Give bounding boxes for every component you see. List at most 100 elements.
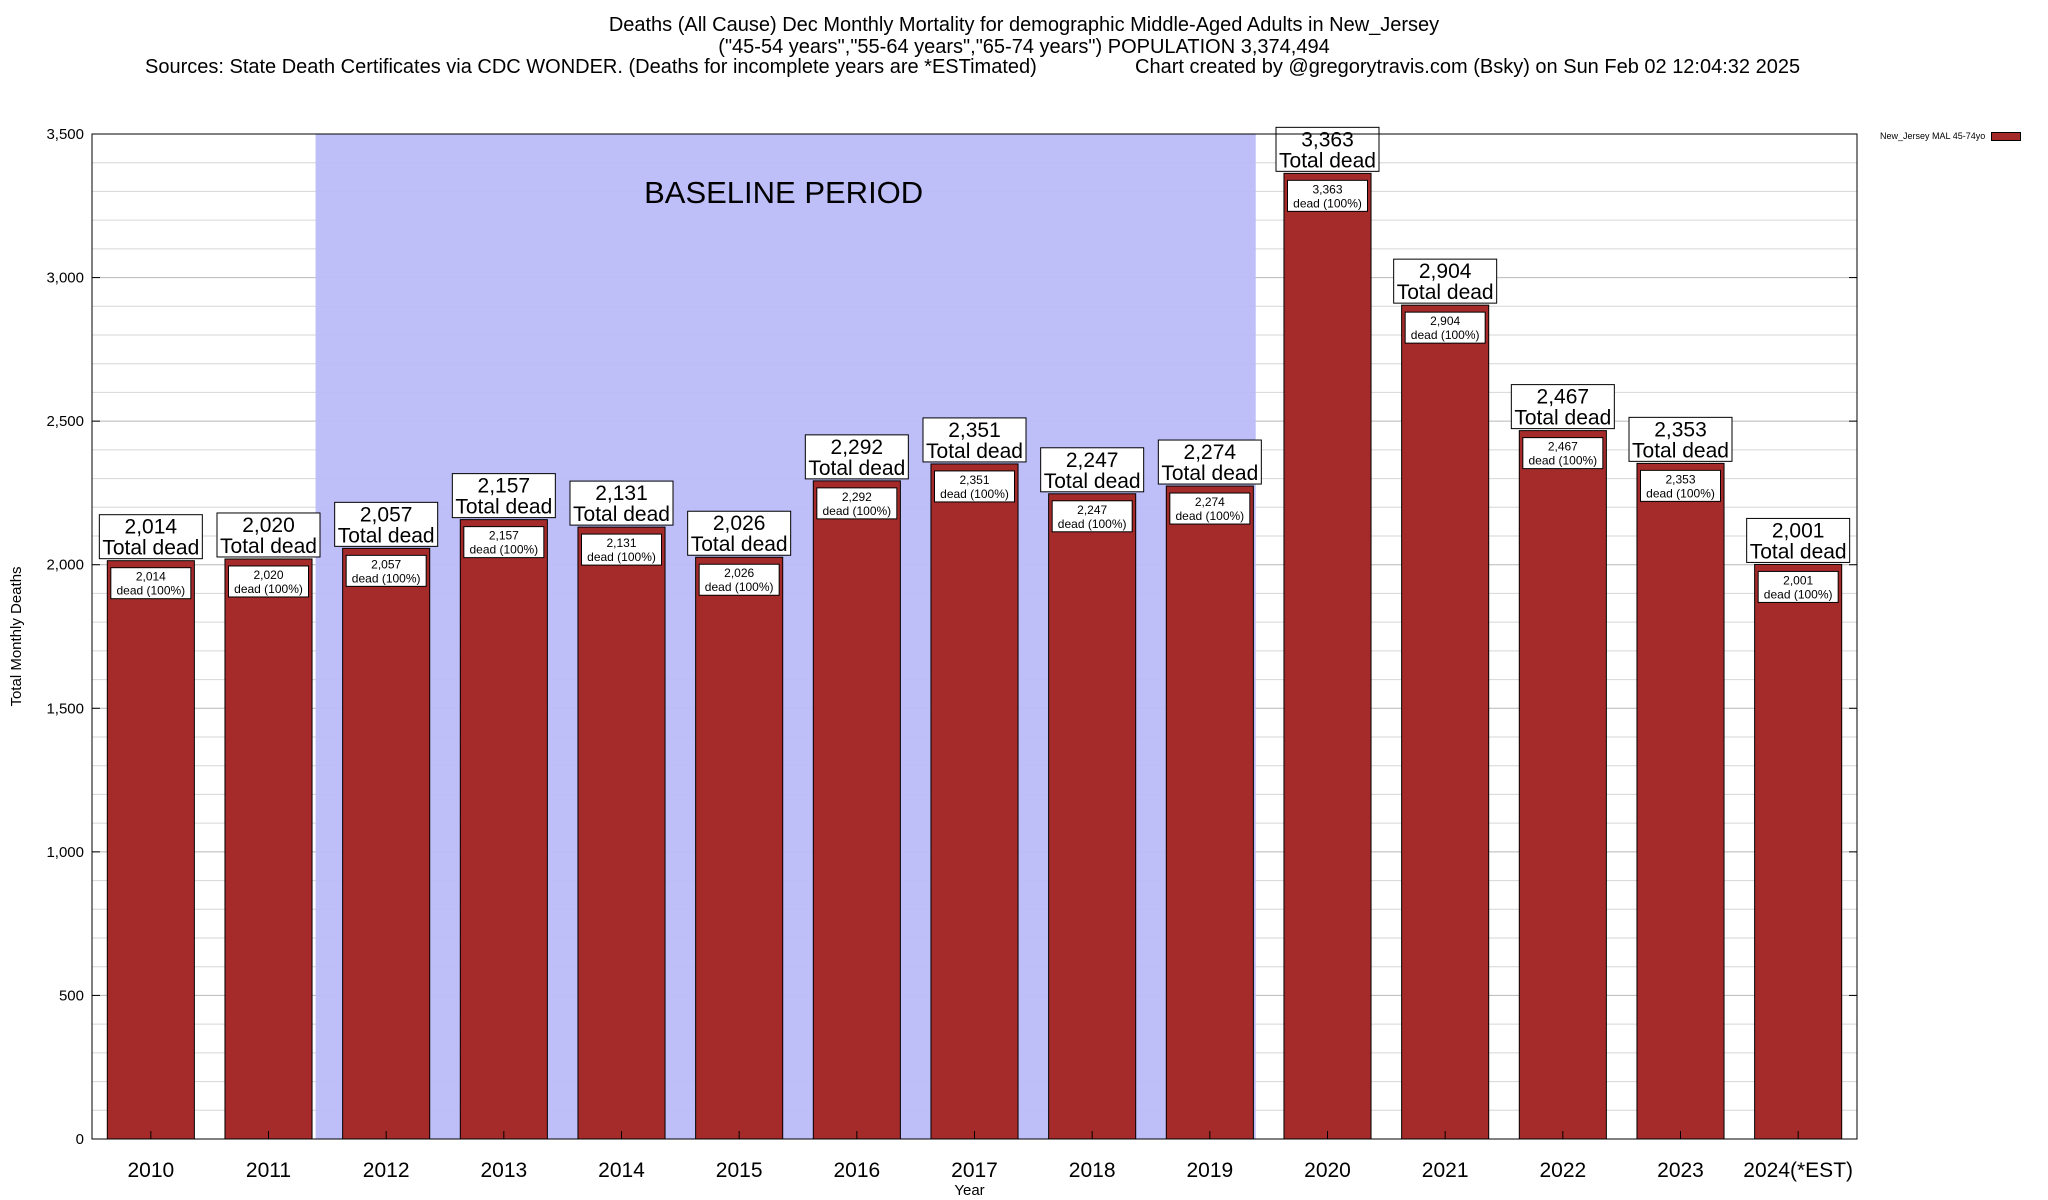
- top-label-box: [687, 510, 792, 556]
- inner-pct-label: dead (100%): [1175, 509, 1244, 523]
- x-tick-label: 2012: [363, 1159, 410, 1182]
- x-tick-label: 2016: [833, 1159, 880, 1182]
- top-value-label: 3,363: [1301, 128, 1354, 151]
- top-value-label: 2,292: [831, 436, 884, 459]
- top-value-label: 2,904: [1419, 260, 1472, 283]
- y-tick-label: 3,500: [46, 126, 84, 143]
- bar: [1401, 304, 1490, 1140]
- top-label-box: [1040, 447, 1145, 493]
- legend-swatch: [1991, 131, 2022, 141]
- bar: [577, 526, 666, 1140]
- y-tick-label: 2,500: [46, 413, 84, 430]
- axis-ticks: 0 500 1,000 1,500 2,000 2,500 3,000 3,500 2010 20…: [46, 126, 1857, 1182]
- x-tick-label: 2010: [127, 1159, 174, 1182]
- bar: [1754, 563, 1843, 1140]
- top-total-label: Total dead: [455, 496, 552, 519]
- inner-value-label: 2,020: [253, 568, 283, 582]
- x-tick-label: 2021: [1422, 1159, 1469, 1182]
- chart-credit: Chart created by @gregorytravis.com (Bsk…: [1135, 56, 1801, 78]
- top-value-label: 2,057: [360, 503, 413, 526]
- inner-pct-label: dead (100%): [1411, 328, 1480, 342]
- inner-pct-label: dead (100%): [1293, 196, 1362, 210]
- bar: [106, 560, 195, 1140]
- top-label-box: [1746, 517, 1851, 563]
- inner-pct-label: dead (100%): [940, 487, 1009, 501]
- inner-pct-label: dead (100%): [1058, 517, 1127, 531]
- y-tick-label: 2,000: [46, 557, 84, 574]
- bar: [224, 558, 313, 1140]
- x-tick-label: 2019: [1186, 1159, 1233, 1182]
- x-tick-label: 2013: [480, 1159, 527, 1182]
- inner-value-label: 2,247: [1077, 503, 1107, 517]
- inner-value-label: 2,353: [1665, 472, 1695, 486]
- top-value-label: 2,353: [1654, 418, 1707, 441]
- inner-value-label: 2,131: [606, 536, 636, 550]
- inner-pct-label: dead (100%): [587, 550, 656, 564]
- inner-label-box: [1757, 570, 1839, 603]
- x-axis-label: Year: [954, 1182, 984, 1199]
- x-tick-label: 2020: [1304, 1159, 1351, 1182]
- inner-label-box: [816, 487, 898, 520]
- top-total-label: Total dead: [573, 503, 670, 526]
- top-label-box: [1628, 416, 1733, 462]
- top-total-label: Total dead: [1044, 470, 1141, 493]
- inner-label-box: [1640, 469, 1721, 502]
- inner-pct-label: dead (100%): [234, 582, 303, 596]
- inner-pct-label: dead (100%): [116, 584, 185, 598]
- y-tick-label: 1,500: [46, 700, 84, 717]
- top-value-label: 2,014: [125, 516, 178, 539]
- top-label-box: [1393, 258, 1498, 304]
- bar: [1048, 493, 1137, 1140]
- x-tick-label: 2022: [1539, 1159, 1586, 1182]
- inner-pct-label: dead (100%): [469, 543, 538, 557]
- inner-pct-label: dead (100%): [705, 580, 774, 594]
- inner-label-box: [698, 563, 780, 596]
- y-tick-label: 1,000: [46, 844, 84, 861]
- inner-value-label: 2,057: [371, 557, 401, 571]
- inner-value-label: 2,157: [489, 529, 519, 543]
- inner-value-label: 2,351: [959, 473, 989, 487]
- top-label-box: [1510, 384, 1615, 430]
- inner-label-box: [1169, 492, 1251, 525]
- inner-label-box: [463, 526, 545, 559]
- bar: [695, 556, 784, 1140]
- top-total-label: Total dead: [1632, 439, 1729, 462]
- inner-value-label: 2,292: [842, 490, 872, 504]
- inner-label-box: [1522, 437, 1604, 470]
- inner-label-box: [345, 554, 427, 587]
- top-value-label: 2,467: [1537, 386, 1590, 409]
- top-label-box: [569, 480, 674, 526]
- chart-subtitle: ("45-54 years","55-64 years","65-74 year…: [718, 36, 1330, 58]
- top-value-label: 2,001: [1772, 519, 1825, 542]
- inner-value-label: 2,467: [1548, 440, 1578, 454]
- top-total-label: Total dead: [220, 535, 317, 558]
- top-label-box: [1275, 126, 1380, 172]
- top-total-label: Total dead: [1161, 462, 1258, 485]
- inner-pct-label: dead (100%): [1646, 486, 1715, 500]
- x-tick-label: 2014: [598, 1159, 645, 1182]
- baseline-label: BASELINE PERIOD: [644, 175, 923, 210]
- bar: [1283, 172, 1372, 1140]
- bar: [342, 547, 431, 1140]
- top-value-label: 2,131: [595, 482, 648, 505]
- bar: [812, 480, 901, 1140]
- inner-label-box: [1051, 500, 1133, 533]
- x-tick-label: 2024(*EST): [1743, 1159, 1853, 1182]
- top-label-box: [216, 512, 321, 558]
- bar: [1636, 462, 1725, 1140]
- y-tick-label: 3,000: [46, 270, 84, 287]
- x-tick-label: 2018: [1069, 1159, 1116, 1182]
- top-value-label: 2,351: [948, 419, 1001, 442]
- bar: [1518, 430, 1607, 1140]
- y-tick-label: 500: [59, 987, 84, 1004]
